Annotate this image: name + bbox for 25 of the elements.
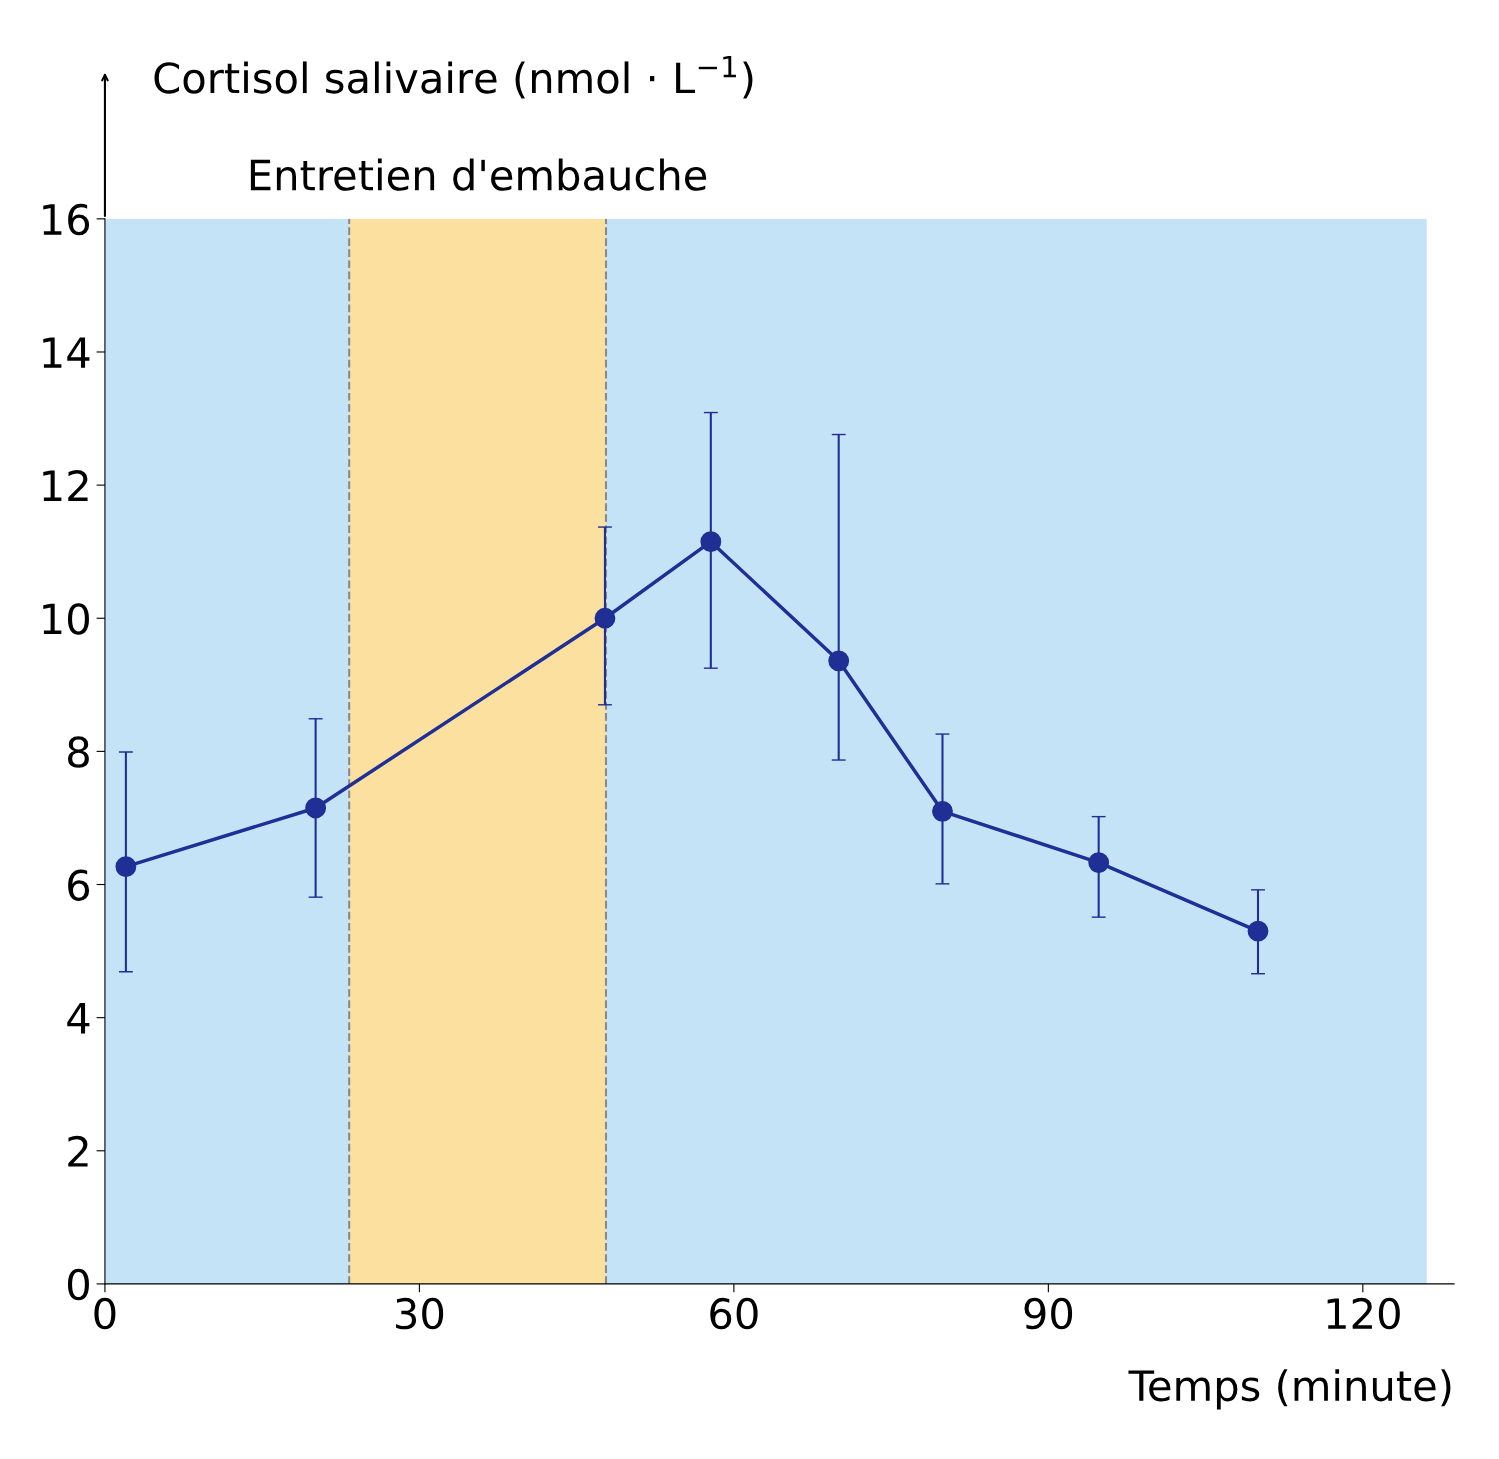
point [828, 650, 850, 672]
point [594, 607, 616, 629]
point [1247, 920, 1269, 942]
point [1088, 852, 1110, 873]
x-tick-label: 120 [1327, 1297, 1400, 1330]
y-tick-label: 2 [68, 1135, 88, 1167]
x-tick-label: 0 [94, 1297, 116, 1330]
x-tick-label: 90 [1024, 1297, 1073, 1330]
x-tick-label: 60 [710, 1297, 758, 1330]
point [932, 800, 953, 822]
y-tick-label: 10 [43, 603, 89, 635]
x-tick-label: 30 [396, 1297, 444, 1330]
point [115, 856, 137, 877]
y-tick-label: 8 [68, 736, 89, 768]
y-tick-label: 16 [43, 203, 90, 236]
y-tick-label: 12 [43, 470, 88, 501]
band-label: Entretien d'embauche [250, 158, 707, 191]
y-tick-label: 6 [68, 869, 90, 901]
point [700, 531, 722, 553]
point [305, 797, 327, 819]
y-tick-label: 0 [67, 1268, 89, 1301]
y-axis-title: Cortisol salivaire (nmol · L$^{−1}$) [154, 55, 753, 99]
x-axis-title: Temps (minute) [1128, 1369, 1451, 1410]
y-tick-label: 4 [67, 1003, 90, 1034]
y-tick-label: 14 [43, 337, 90, 368]
